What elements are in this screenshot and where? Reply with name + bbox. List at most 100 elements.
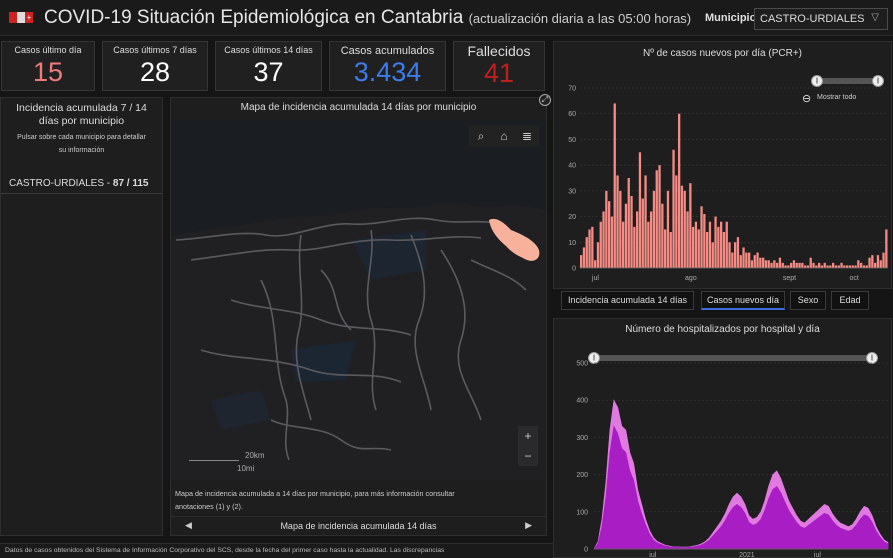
y-tick-label: 0 [572,266,576,273]
card-label: Casos último día [14,45,82,55]
x-tick-label: oct [849,275,858,282]
bar [792,260,796,268]
map-canvas[interactable] [171,120,546,480]
bar [879,260,882,268]
zoom-out-icon[interactable]: − [518,446,538,466]
bar [832,262,835,268]
bar [686,211,689,268]
tab-incidencia[interactable]: Incidencia acumulada 14 días [561,291,694,310]
list-icon[interactable]: ≣ [521,129,533,143]
slider-handle-right[interactable]: || [872,75,884,87]
expand-icon[interactable]: ⤢ [539,94,551,106]
bar [638,152,642,268]
bar [694,221,698,268]
footer-note: Datos de casos obtenidos del Sistema de … [0,543,553,558]
bar [650,211,653,268]
prev-arrow-icon[interactable]: ◀ [185,520,192,530]
slider-handle-left[interactable]: || [588,352,600,364]
y-tick-label: 500 [576,361,588,368]
cross-icon: + [25,12,33,23]
bar [753,255,756,268]
bar [860,262,863,268]
tab-edad[interactable]: Edad [831,291,869,310]
bar [834,265,838,268]
bar [781,262,784,268]
incidence-list-hint: Pulsar sobre cada municipio para detalla… [17,134,146,154]
search-icon[interactable]: ⌕ [477,129,485,143]
bar [882,252,885,268]
bar [868,257,871,268]
tab-casos-nuevos[interactable]: Casos nuevos día [701,291,785,310]
card-label: Casos últimos 14 días [224,45,313,55]
bar [812,262,815,268]
range-slider[interactable] [816,78,878,84]
home-icon[interactable]: ⌂ [500,129,508,143]
bar [627,178,630,268]
bar [731,252,734,268]
tab-sexo[interactable]: Sexo [790,291,826,310]
cases-chart: 0 10 20 30 40 50 60 70 jul ago sept oct [568,86,888,282]
bar [633,226,636,268]
map-panel: Mapa de incidencia acumulada 14 días por… [170,94,551,536]
map-toolbar: ⌕ ⌂ ≣ [469,125,539,147]
map-info-text: Mapa de incidencia acumulada a 14 días p… [175,489,455,511]
municipio-select[interactable]: CASTRO-URDIALES ▽ [754,8,888,30]
card-value: 37 [253,57,284,87]
y-tick-label: 300 [576,435,588,442]
zoom-in-icon[interactable]: + [518,426,538,446]
bar [756,252,759,268]
y-tick-label: 20 [568,214,576,221]
bar [801,262,804,268]
bar [885,229,888,268]
bar [722,232,726,268]
hospital-chart: 0 100 200 300 400 500 jul 2021 jul [576,361,889,557]
range-slider[interactable] [594,355,872,361]
bar [778,257,782,268]
bar [865,265,868,268]
map-nav-label: Mapa de incidencia acumulada 14 días [280,521,437,531]
bar [708,221,712,268]
bar [843,265,846,268]
bar [798,262,801,268]
y-tick-label: 0 [584,547,588,554]
slider-handle-right[interactable]: || [866,352,878,364]
bar [840,262,843,268]
bar [748,252,751,268]
bar [826,265,829,268]
show-all-link[interactable]: Mostrar todo [817,94,857,101]
bar [644,175,647,268]
bar [594,260,597,268]
municipio-label: Municipio [705,12,757,24]
card-casos-ultimo-dia: Casos último día 15 [1,41,95,91]
bar [714,216,717,268]
cantabria-flag-icon [9,12,17,23]
scale-mi: 10mi [237,464,255,473]
y-tick-label: 30 [568,188,576,195]
y-tick-label: 10 [568,240,576,247]
bar [750,260,754,268]
next-arrow-icon[interactable]: ▶ [525,520,532,530]
bar [672,149,675,268]
bar [837,265,840,268]
y-tick-label: 400 [576,398,588,405]
chevron-down-icon: ▽ [871,12,879,23]
bar [599,221,602,268]
cantabria-flag-icon [17,12,25,23]
municipio-select-value: CASTRO-URDIALES [760,13,865,25]
slider-handle-left[interactable]: || [811,75,823,87]
x-tick-label: sept [783,275,796,282]
bar [804,265,807,268]
bar [764,260,768,268]
bar [829,265,832,268]
incidence-list-title: Incidencia acumulada 7 / 14 días por mun… [16,102,147,127]
bar [661,203,664,268]
zoom-out-icon[interactable]: ⊖ [802,93,812,105]
bar [725,221,728,268]
bar [580,255,583,268]
bar [848,265,852,268]
bar [666,190,670,268]
page-subtitle: (actualización diaria a las 05:00 horas) [468,11,692,26]
card-label: Casos últimos 7 días [113,45,197,55]
list-item[interactable]: CASTRO-URDIALES - 87 / 115 [1,176,162,194]
x-tick-label: jul [813,552,821,557]
